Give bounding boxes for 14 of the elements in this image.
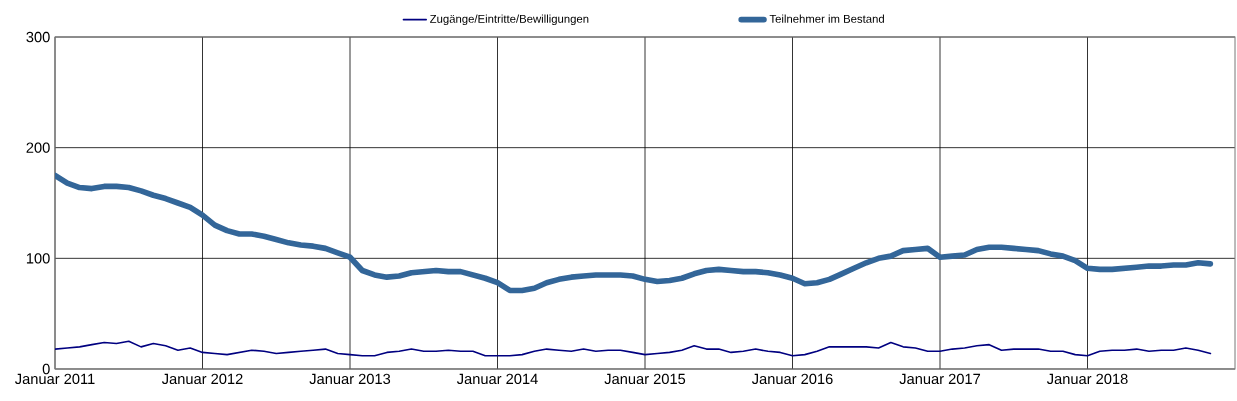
- x-tick-label: Januar 2016: [751, 373, 833, 385]
- x-tick-label: Januar 2015: [604, 373, 686, 385]
- legend-label: Zugänge/Eintritte/Bewilligungen: [430, 14, 589, 26]
- x-tick-label: Januar 2014: [456, 373, 538, 385]
- y-tick-label: 200: [26, 142, 50, 153]
- x-tick-label: Januar 2013: [309, 373, 391, 385]
- x-tick-label: Januar 2011: [15, 373, 95, 385]
- x-tick-label: Januar 2018: [1046, 373, 1128, 385]
- y-tick-label: 300: [26, 31, 50, 43]
- y-tick-label: 100: [26, 253, 50, 264]
- legend-label: Teilnehmer im Bestand: [769, 14, 884, 23]
- y-tick-label: 0: [42, 363, 50, 375]
- x-tick-label: Januar 2012: [161, 373, 243, 385]
- x-tick-label: Januar 2017: [899, 373, 981, 385]
